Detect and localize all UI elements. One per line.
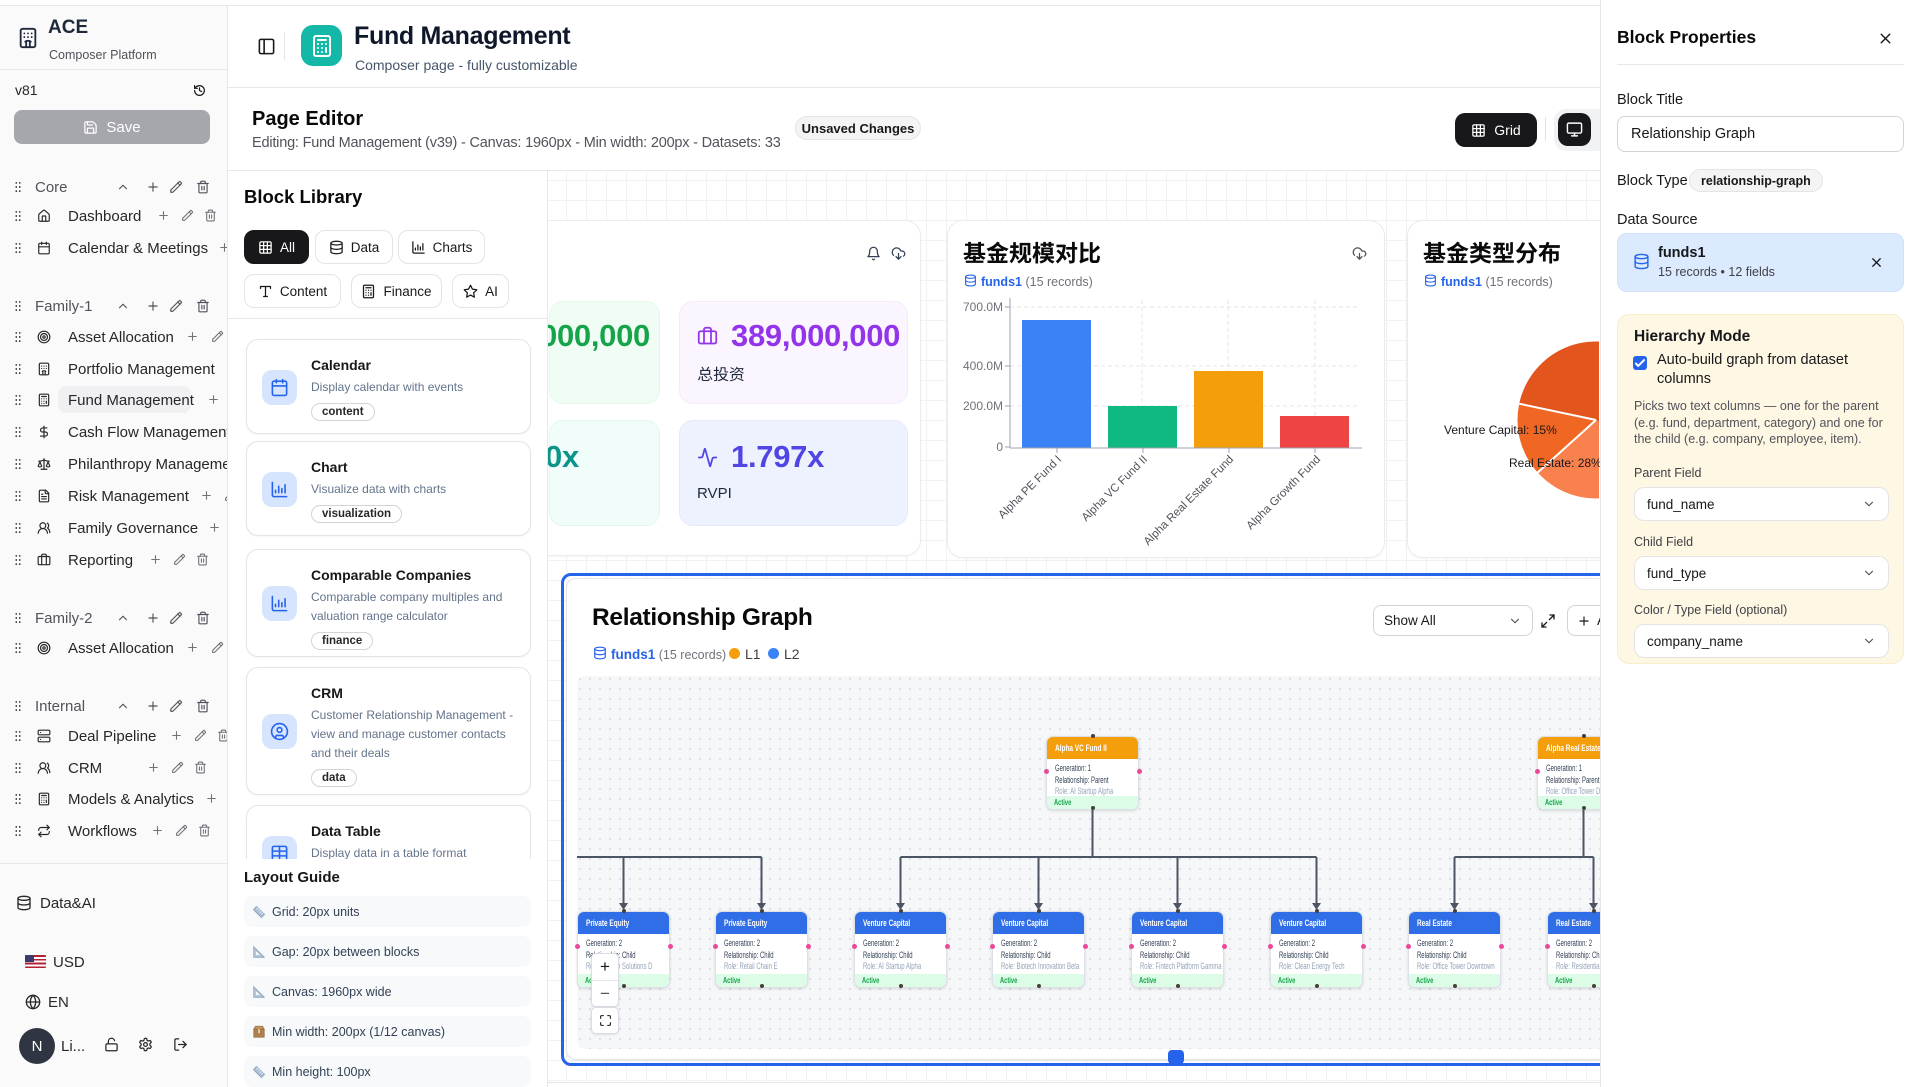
svg-text:400.0M: 400.0M (963, 359, 1003, 373)
svg-text:200.0M: 200.0M (963, 399, 1003, 413)
svg-text:Alpha VC Fund II: Alpha VC Fund II (1080, 454, 1150, 524)
svg-text:0: 0 (996, 440, 1003, 454)
svg-text:Alpha Real Estate Fund: Alpha Real Estate Fund (1142, 454, 1236, 548)
svg-text:Alpha Growth Fund: Alpha Growth Fund (1245, 454, 1324, 533)
svg-text:Alpha PE Fund I: Alpha PE Fund I (996, 454, 1064, 522)
svg-text:700.0M: 700.0M (963, 300, 1003, 314)
